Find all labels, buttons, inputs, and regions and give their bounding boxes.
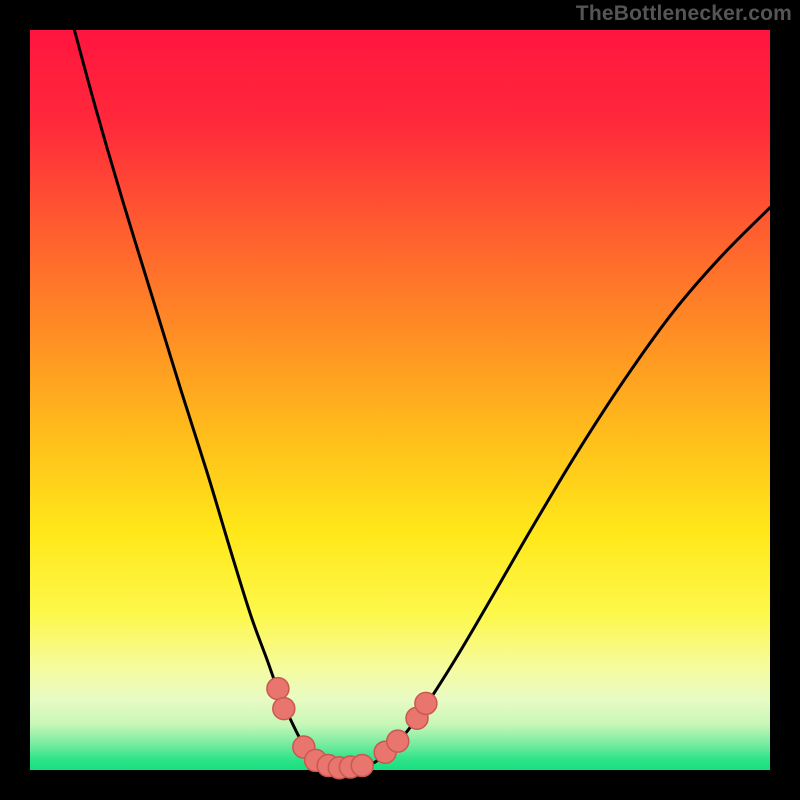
- plot-background: [30, 30, 770, 770]
- marker-point: [273, 698, 295, 720]
- marker-point: [267, 678, 289, 700]
- chart-stage: TheBottlenecker.com: [0, 0, 800, 800]
- marker-point: [387, 730, 409, 752]
- watermark-text: TheBottlenecker.com: [576, 2, 792, 26]
- marker-point: [351, 755, 373, 777]
- marker-point: [415, 692, 437, 714]
- bottleneck-chart: [0, 0, 800, 800]
